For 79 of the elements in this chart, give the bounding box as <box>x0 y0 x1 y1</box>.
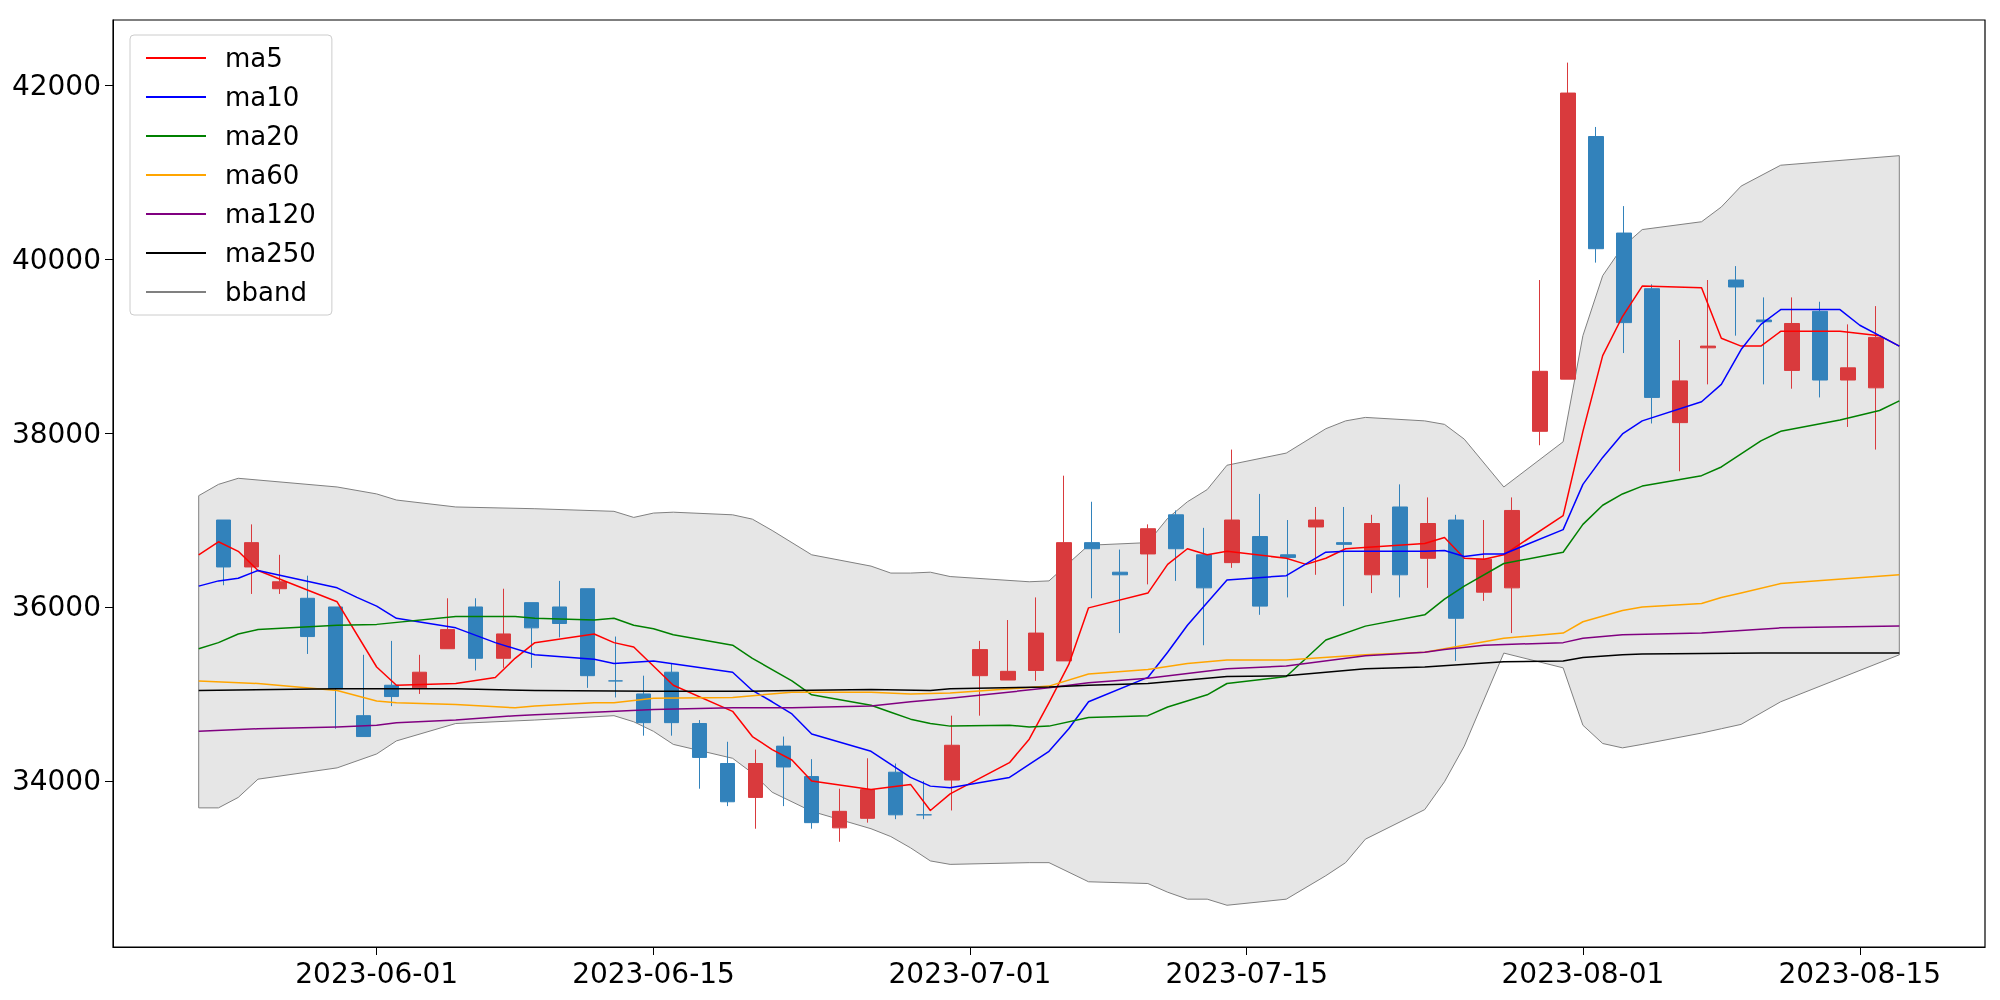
legend-label: ma250 <box>225 238 316 268</box>
candlestick <box>1448 514 1464 662</box>
candlestick <box>1672 339 1688 472</box>
candlestick <box>804 758 819 830</box>
candlestick <box>580 588 595 689</box>
candlestick <box>1728 265 1744 337</box>
candlestick <box>1224 449 1240 569</box>
y-tick-label: 42000 <box>11 68 101 102</box>
candlestick <box>216 519 231 586</box>
candlestick <box>692 719 707 790</box>
candlestick <box>916 780 932 820</box>
candlestick <box>720 741 735 807</box>
candlestick <box>384 640 399 707</box>
candlestick <box>1252 493 1268 616</box>
y-tick-label: 40000 <box>11 242 101 276</box>
x-tick-label: 2023-06-15 <box>572 956 735 990</box>
candlestick <box>1420 496 1436 589</box>
y-tick-label: 36000 <box>11 590 101 624</box>
candlestick <box>1028 596 1044 682</box>
candlestick <box>1616 205 1632 354</box>
candlestick <box>1784 296 1800 390</box>
y-tick-label: 38000 <box>11 416 101 450</box>
candlestick <box>1000 619 1016 681</box>
candlestick <box>1644 283 1660 424</box>
candlestick <box>608 636 623 698</box>
x-tick-label: 2023-06-01 <box>295 956 459 990</box>
candlestick <box>244 523 259 595</box>
candlestick <box>1196 527 1212 646</box>
candlestick <box>496 588 511 669</box>
candlestick <box>1308 506 1324 576</box>
legend-label: ma5 <box>225 43 283 73</box>
candlestick <box>1700 279 1716 385</box>
candlestick <box>832 788 847 843</box>
legend-label: ma10 <box>225 82 300 112</box>
candlestick <box>272 554 287 595</box>
candlestick <box>888 763 903 820</box>
line-series <box>197 625 1901 733</box>
candlestick <box>1140 523 1156 585</box>
candlestick <box>1392 483 1408 598</box>
line-series <box>197 652 1901 693</box>
candlestick <box>776 736 791 807</box>
candlestick <box>1336 506 1352 607</box>
candlestick <box>412 654 427 695</box>
candlestick <box>524 602 539 669</box>
candlestick <box>1056 475 1072 662</box>
candlestick <box>972 640 988 717</box>
candlestick <box>1112 549 1128 634</box>
candlestick <box>944 715 960 811</box>
candlestick <box>1476 519 1492 602</box>
candlestick <box>300 575 315 655</box>
candlestick <box>748 749 763 830</box>
x-tick-label: 2023-07-01 <box>888 956 1052 990</box>
candlestick <box>328 606 343 730</box>
candlestick <box>1084 501 1100 599</box>
candlestick <box>1588 126 1604 264</box>
x-tick-label: 2023-08-15 <box>1778 956 1942 990</box>
candlestick <box>1812 301 1828 398</box>
candlestick <box>356 654 371 738</box>
candlestick <box>1560 62 1576 380</box>
legend-label: ma60 <box>225 160 300 190</box>
line-series <box>197 400 1901 728</box>
candlestick <box>1868 305 1884 451</box>
candlestick <box>1280 519 1296 598</box>
candlestick <box>1532 279 1548 446</box>
x-tick-label: 2023-07-15 <box>1165 956 1329 990</box>
line-series <box>197 574 1901 709</box>
candlestick <box>1168 509 1184 582</box>
candlestick <box>468 597 483 671</box>
candlestick <box>440 597 455 650</box>
y-tick-label: 34000 <box>11 764 101 798</box>
x-tick-label: 2023-08-01 <box>1501 956 1665 990</box>
candlestick <box>1840 323 1856 428</box>
candlestick <box>1756 296 1772 385</box>
legend-label: ma20 <box>225 121 300 151</box>
candlestick <box>860 757 875 824</box>
candlestick <box>1504 496 1520 634</box>
candlestick <box>1364 514 1380 594</box>
legend-label: bband <box>225 277 307 307</box>
legend-label: ma120 <box>225 199 316 229</box>
